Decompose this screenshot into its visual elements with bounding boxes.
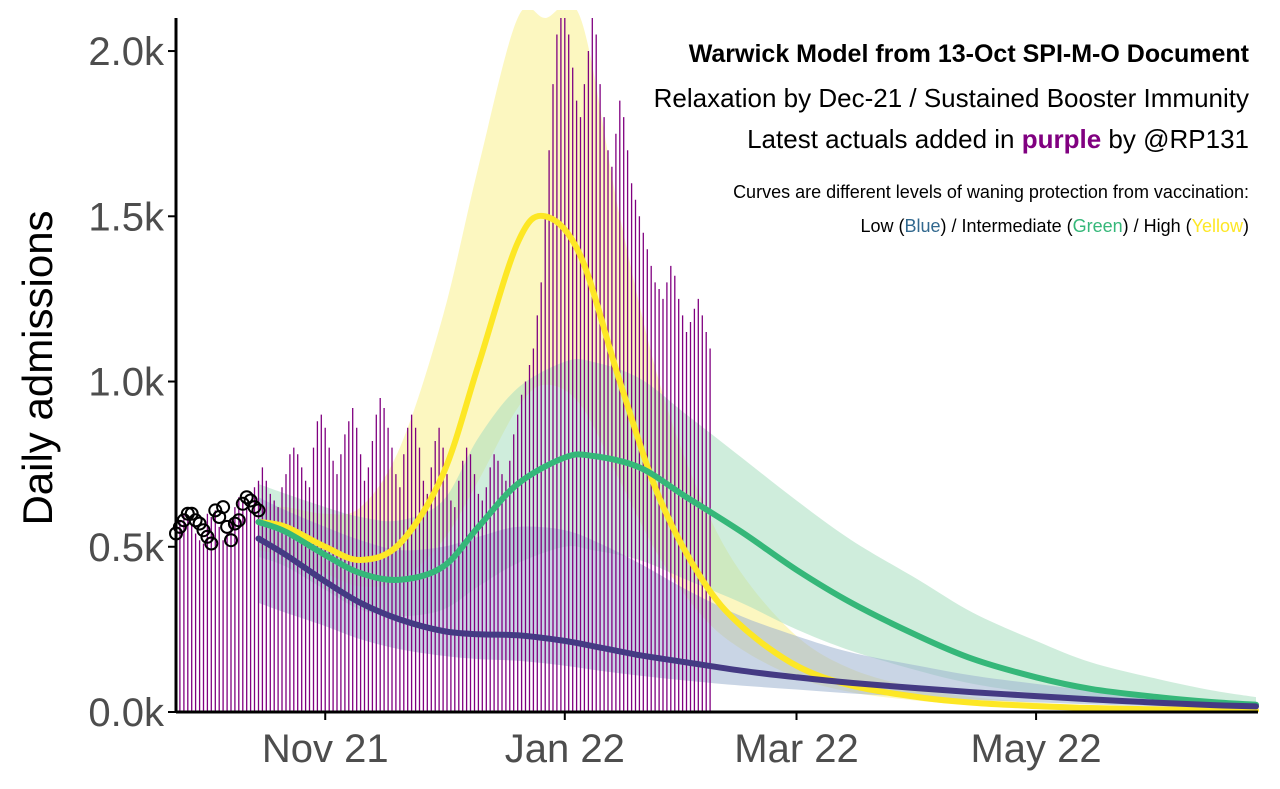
x-tick-label: Mar 22 bbox=[734, 727, 859, 771]
series-line-low bbox=[255, 535, 1259, 710]
y-axis-label: Daily admissions bbox=[14, 210, 61, 525]
actuals-point bbox=[247, 500, 262, 515]
model-curves bbox=[255, 212, 1259, 712]
actuals-point bbox=[227, 516, 242, 531]
uncertainty-bands bbox=[258, 10, 1256, 711]
legend-note-p4: ) bbox=[1243, 216, 1249, 236]
x-tick-label: May 22 bbox=[970, 727, 1101, 771]
series-line-intermediate bbox=[255, 451, 1259, 708]
x-tick-label: Jan 22 bbox=[505, 727, 625, 771]
actuals-note-highlight: purple bbox=[1022, 124, 1101, 154]
actuals-note: Latest actuals added in purple by @RP131 bbox=[747, 124, 1249, 154]
chart-subtitle: Relaxation by Dec-21 / Sustained Booster… bbox=[654, 83, 1249, 113]
band-high bbox=[258, 10, 1256, 711]
actuals-point bbox=[204, 536, 219, 551]
legend-yellow: Yellow bbox=[1192, 216, 1244, 236]
annotation-block: Warwick Model from 13-Oct SPI-M-O Docume… bbox=[654, 40, 1250, 236]
actuals-point bbox=[251, 503, 266, 518]
band-low bbox=[258, 497, 1256, 709]
actuals-point bbox=[188, 513, 203, 528]
chart-title: Warwick Model from 13-Oct SPI-M-O Docume… bbox=[689, 40, 1250, 68]
actuals-point bbox=[231, 513, 246, 528]
curves-note: Curves are different levels of waning pr… bbox=[733, 182, 1249, 202]
legend-green: Green bbox=[1073, 216, 1123, 236]
series-line-high bbox=[255, 212, 1259, 712]
y-tick-label: 1.5k bbox=[88, 195, 165, 239]
y-tick-label: 0.0k bbox=[88, 691, 165, 735]
band-intermediate bbox=[258, 358, 1256, 709]
legend-note: Low (Blue) / Intermediate (Green) / High… bbox=[860, 216, 1249, 236]
actuals-note-suffix: by @RP131 bbox=[1101, 124, 1249, 154]
actuals-point bbox=[239, 490, 254, 505]
actuals-point bbox=[200, 529, 215, 544]
axes: 0.0k 0.5k 1.0k 1.5k 2.0k Nov 21 Jan 22 Mar 22 Ma… bbox=[88, 18, 1258, 771]
legend-blue: Blue bbox=[905, 216, 941, 236]
legend-note-p3: ) / High ( bbox=[1123, 216, 1192, 236]
legend-note-p1: Low ( bbox=[860, 216, 904, 236]
actuals-points bbox=[169, 490, 266, 551]
actuals-note-prefix: Latest actuals added in bbox=[747, 124, 1022, 154]
x-tick-label: Nov 21 bbox=[262, 727, 389, 771]
actuals-point bbox=[216, 500, 231, 515]
y-tick-label: 0.5k bbox=[88, 526, 165, 570]
actuals-point bbox=[220, 519, 235, 534]
y-tick-label: 2.0k bbox=[88, 30, 165, 74]
y-tick-label: 1.0k bbox=[88, 361, 165, 405]
legend-note-p2: ) / Intermediate ( bbox=[941, 216, 1073, 236]
actuals-point bbox=[224, 533, 238, 548]
